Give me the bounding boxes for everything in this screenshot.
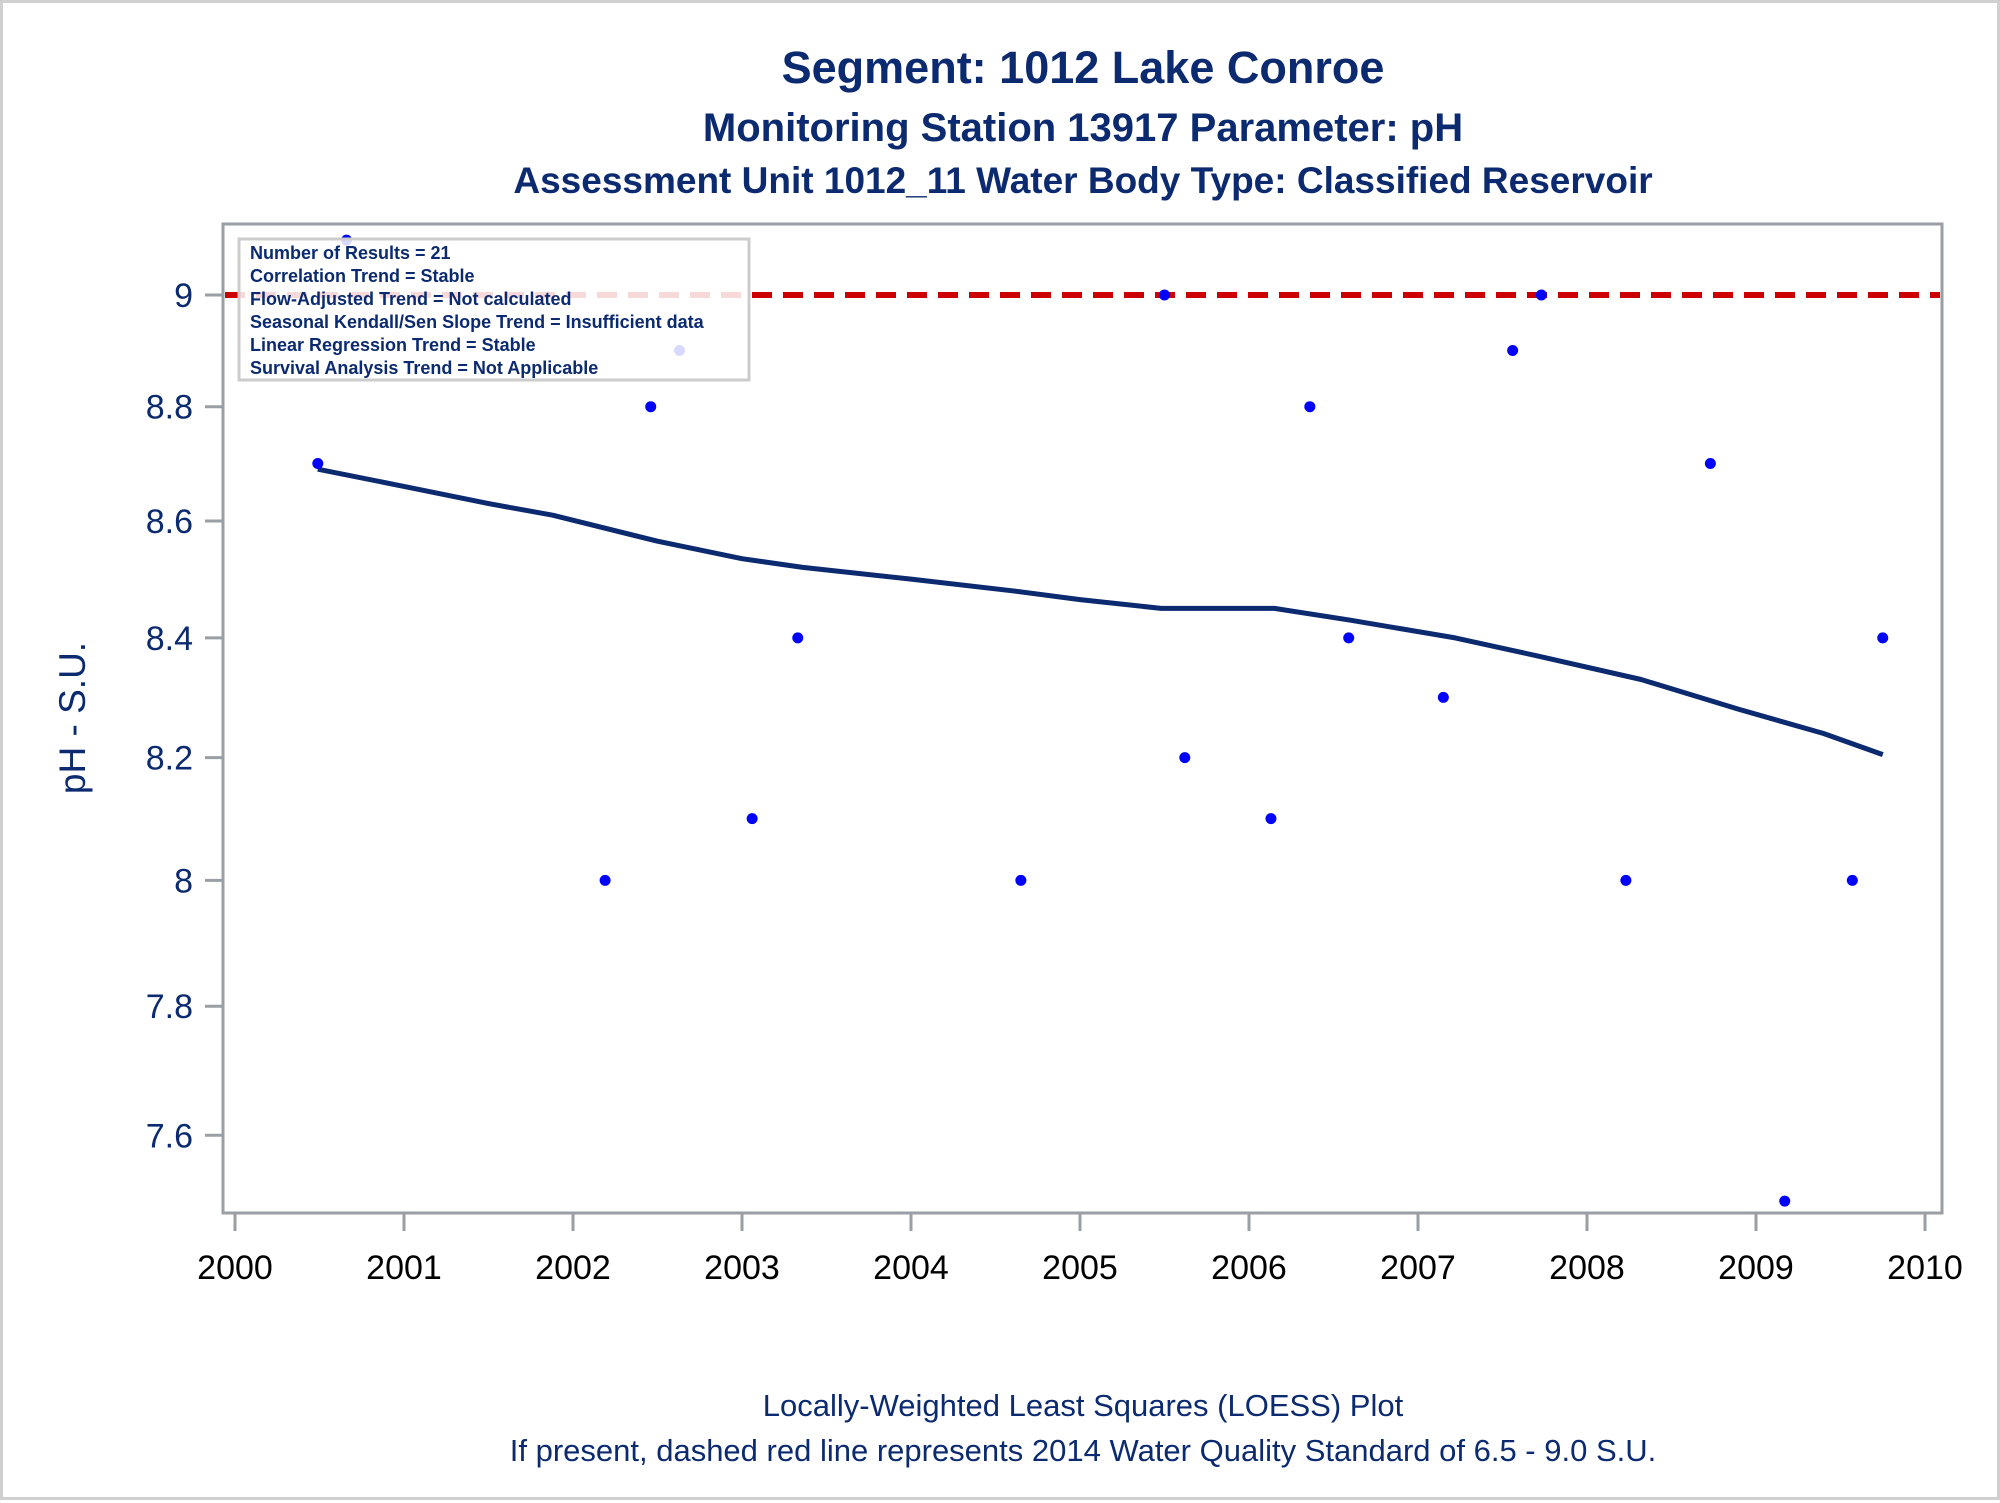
- trend-stats-box: Number of Results = 21 Correlation Trend…: [237, 237, 751, 382]
- chart-title: Segment: 1012 Lake Conroe: [782, 42, 1385, 93]
- data-point: [1304, 401, 1316, 413]
- y-tick-label: 8.4: [146, 620, 193, 658]
- x-tick-label: 2004: [873, 1249, 949, 1287]
- y-tick-label: 8.2: [146, 740, 193, 778]
- x-axis: 2000 2001 2002 2003 2004 2005 2006 2007 2008 2009…: [197, 1213, 1963, 1287]
- data-point: [1535, 289, 1547, 301]
- plot-area: [221, 222, 1944, 1215]
- footnote-loess: Locally-Weighted Least Squares (LOESS) P…: [763, 1388, 1404, 1423]
- stats-correlation-trend: Correlation Trend = Stable: [250, 266, 475, 286]
- footnote-standard: If present, dashed red line represents 2…: [510, 1433, 1657, 1468]
- loess-chart: Segment: 1012 Lake Conroe Monitoring Sta…: [52, 42, 1963, 1468]
- data-point: [1015, 874, 1027, 886]
- x-tick-label: 2010: [1887, 1249, 1963, 1287]
- data-point: [1343, 632, 1355, 644]
- y-axis-label: pH - S.U.: [52, 642, 93, 794]
- loess-curve: [317, 466, 1884, 757]
- y-tick-label: 8: [174, 862, 193, 900]
- y-tick-label: 8.6: [146, 503, 193, 541]
- data-point: [1437, 691, 1449, 703]
- x-tick-label: 2000: [197, 1249, 273, 1287]
- y-tick-label: 7.6: [146, 1117, 193, 1155]
- y-tick-label: 7.8: [146, 988, 193, 1026]
- x-tick-label: 2002: [535, 1249, 611, 1287]
- y-tick-label: 9: [174, 277, 193, 315]
- x-tick-label: 2005: [1042, 1249, 1118, 1287]
- x-tick-label: 2001: [366, 1249, 442, 1287]
- data-point: [645, 401, 657, 413]
- data-point: [1846, 874, 1858, 886]
- y-tick-label: 8.8: [146, 389, 193, 427]
- data-point: [1779, 1195, 1791, 1207]
- data-point: [1507, 345, 1519, 357]
- x-tick-label: 2009: [1718, 1249, 1794, 1287]
- data-point: [1159, 289, 1170, 301]
- x-tick-label: 2006: [1211, 1249, 1287, 1287]
- stats-flow-adjusted-trend: Flow-Adjusted Trend = Not calculated: [250, 289, 572, 309]
- stats-survival-analysis-trend: Survival Analysis Trend = Not Applicable: [250, 358, 598, 378]
- data-point: [1620, 874, 1632, 886]
- x-tick-label: 2003: [704, 1249, 780, 1287]
- data-point: [1704, 457, 1716, 469]
- x-tick-label: 2008: [1549, 1249, 1625, 1287]
- stats-seasonal-kendall-trend: Seasonal Kendall/Sen Slope Trend = Insuf…: [250, 312, 705, 332]
- y-axis: 7.6 7.8 8 8.2 8.4 8.6 8.8 9: [146, 277, 223, 1155]
- data-point: [1265, 813, 1277, 825]
- data-points: [312, 234, 1889, 1207]
- data-point: [746, 813, 758, 825]
- stats-linear-regression-trend: Linear Regression Trend = Stable: [250, 335, 536, 355]
- chart-subtitle-station: Monitoring Station 13917 Parameter: pH: [703, 106, 1463, 150]
- stats-number-of-results: Number of Results = 21: [250, 243, 451, 263]
- chart-subtitle-assessment: Assessment Unit 1012_11 Water Body Type:…: [513, 160, 1652, 201]
- data-point: [792, 632, 804, 644]
- data-point: [312, 457, 324, 469]
- data-point: [599, 874, 611, 886]
- x-tick-label: 2007: [1380, 1249, 1456, 1287]
- data-point: [1179, 752, 1191, 764]
- data-point: [1877, 632, 1889, 644]
- stats-box-border: [237, 237, 751, 382]
